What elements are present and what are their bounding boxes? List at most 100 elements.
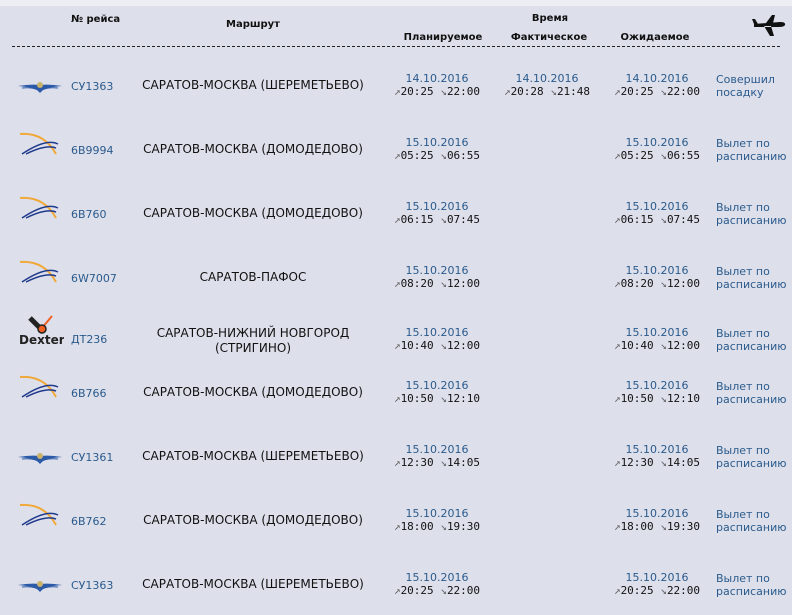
expected-departure: 05:25 (620, 149, 654, 162)
flight-row[interactable]: 6В9994 САРАТОВ-МОСКВА (ДОМОДЕДОВО) 15.10… (0, 120, 792, 180)
airline-logo-swoosh (18, 503, 62, 533)
actual-arrival: 21:48 (556, 85, 591, 98)
arrival-arrow-icon: ↘ (550, 85, 557, 98)
actual-departure: 20:28 (510, 85, 544, 98)
planned-arrival: 06:55 (446, 149, 481, 162)
expected-arrival: 07:45 (666, 213, 701, 226)
flight-number[interactable]: 6W7007 (71, 272, 117, 285)
departure-arrow-icon: ↗ (613, 584, 621, 597)
departure-arrow-icon: ↗ (613, 277, 621, 290)
planned-date: 15.10.2016 (405, 379, 469, 392)
expected-date: 15.10.2016 (625, 136, 689, 149)
departure-arrow-icon: ↗ (393, 149, 401, 162)
departure-arrow-icon: ↗ (393, 277, 401, 290)
expected-departure: 10:50 (620, 392, 654, 405)
arrival-arrow-icon: ↘ (440, 456, 447, 469)
flight-row[interactable]: СУ1363 САРАТОВ-МОСКВА (ШЕРЕМЕТЬЕВО) 14.1… (0, 56, 792, 116)
flight-row[interactable]: Dexter ДТ236 САРАТОВ-НИЖНИЙ НОВГОРОД (СТ… (0, 310, 792, 370)
flight-number[interactable]: 6В762 (71, 515, 107, 528)
route: САРАТОВ-МОСКВА (ШЕРЕМЕТЬЕВО) (142, 449, 364, 463)
flight-number[interactable]: 6В766 (71, 387, 107, 400)
flight-number[interactable]: ДТ236 (71, 333, 108, 346)
planned-arrival: 14:05 (446, 456, 481, 469)
planned-departure: 05:25 (400, 149, 434, 162)
planned-date: 15.10.2016 (405, 571, 469, 584)
planned-departure: 18:00 (400, 520, 434, 533)
expected-time: 15.10.2016 ↗08:20 ↘12:00 (602, 264, 712, 290)
airline-logo-aeroflot (18, 76, 62, 106)
airline-logo-aeroflot (18, 575, 62, 605)
flight-row[interactable]: СУ1363 САРАТОВ-МОСКВА (ШЕРЕМЕТЬЕВО) 15.1… (0, 555, 792, 615)
header-time: Время (531, 13, 569, 24)
flight-status: Вылет по расписанию (716, 508, 787, 534)
departure-arrow-icon: ↗ (393, 392, 401, 405)
flight-number[interactable]: СУ1363 (71, 579, 114, 592)
route: САРАТОВ-МОСКВА (ДОМОДЕДОВО) (143, 513, 363, 527)
departure-arrow-icon: ↗ (613, 339, 621, 352)
flight-row[interactable]: СУ1361 САРАТОВ-МОСКВА (ШЕРЕМЕТЬЕВО) 15.1… (0, 427, 792, 487)
airline-logo-aeroflot (18, 447, 62, 477)
planned-departure: 10:40 (400, 339, 434, 352)
arrival-arrow-icon: ↘ (440, 149, 447, 162)
planned-departure: 06:15 (400, 213, 434, 226)
planned-date: 15.10.2016 (405, 443, 469, 456)
expected-date: 15.10.2016 (625, 264, 689, 277)
flight-number[interactable]: 6В9994 (71, 144, 114, 157)
header-flight-no: № рейса (71, 14, 121, 25)
flight-status: Вылет по расписанию (716, 137, 787, 163)
expected-date: 15.10.2016 (625, 443, 689, 456)
expected-arrival: 14:05 (666, 456, 701, 469)
expected-date: 15.10.2016 (625, 200, 689, 213)
flight-row[interactable]: 6В766 САРАТОВ-МОСКВА (ДОМОДЕДОВО) 15.10.… (0, 363, 792, 423)
flight-row[interactable]: 6В760 САРАТОВ-МОСКВА (ДОМОДЕДОВО) 15.10.… (0, 184, 792, 244)
flight-status: Вылет по расписанию (716, 380, 787, 406)
expected-arrival: 06:55 (666, 149, 701, 162)
planned-time: 15.10.2016 ↗18:00 ↘19:30 (382, 507, 492, 533)
airline-logo-dexter: Dexter (18, 314, 65, 347)
planned-time: 15.10.2016 ↗10:50 ↘12:10 (382, 379, 492, 405)
arrival-arrow-icon: ↘ (440, 213, 447, 226)
expected-arrival: 12:10 (666, 392, 701, 405)
flight-number[interactable]: СУ1363 (71, 80, 114, 93)
arrival-arrow-icon: ↘ (660, 277, 667, 290)
flight-status: Вылет по расписанию (716, 265, 787, 291)
header-actual: Фактическое (510, 32, 588, 43)
flight-number[interactable]: СУ1361 (71, 451, 114, 464)
departure-arrow-icon: ↗ (613, 456, 621, 469)
expected-departure: 10:40 (620, 339, 654, 352)
airline-logo-swoosh (18, 375, 62, 405)
expected-time: 15.10.2016 ↗12:30 ↘14:05 (602, 443, 712, 469)
arrival-arrow-icon: ↘ (440, 339, 447, 352)
expected-departure: 18:00 (620, 520, 654, 533)
arrival-arrow-icon: ↘ (660, 149, 667, 162)
flight-status: Вылет по расписанию (716, 572, 787, 598)
expected-arrival: 12:00 (666, 339, 701, 352)
flight-number[interactable]: 6В760 (71, 208, 107, 221)
expected-arrival: 19:30 (666, 520, 701, 533)
expected-departure: 12:30 (620, 456, 654, 469)
flight-row[interactable]: 6В762 САРАТОВ-МОСКВА (ДОМОДЕДОВО) 15.10.… (0, 491, 792, 551)
route: САРАТОВ-МОСКВА (ДОМОДЕДОВО) (143, 142, 363, 156)
planned-date: 15.10.2016 (405, 326, 469, 339)
expected-date: 15.10.2016 (625, 571, 689, 584)
planned-departure: 12:30 (400, 456, 434, 469)
planned-date: 14.10.2016 (405, 72, 469, 85)
planned-time: 15.10.2016 ↗05:25 ↘06:55 (382, 136, 492, 162)
departure-arrow-icon: ↗ (503, 85, 511, 98)
planned-arrival: 12:10 (446, 392, 481, 405)
planned-time: 15.10.2016 ↗10:40 ↘12:00 (382, 326, 492, 352)
arrival-arrow-icon: ↘ (660, 392, 667, 405)
actual-time: 14.10.2016 ↗20:28 ↘21:48 (492, 72, 602, 98)
planned-time: 15.10.2016 ↗06:15 ↘07:45 (382, 200, 492, 226)
arrival-arrow-icon: ↘ (440, 584, 447, 597)
flight-row[interactable]: 6W7007 САРАТОВ-ПАФОС 15.10.2016 ↗08:20 ↘… (0, 248, 792, 308)
planned-departure: 20:25 (400, 584, 434, 597)
planned-arrival: 07:45 (446, 213, 481, 226)
route: САРАТОВ-МОСКВА (ДОМОДЕДОВО) (143, 206, 363, 220)
expected-departure: 06:15 (620, 213, 654, 226)
airline-logo-swoosh (18, 132, 62, 162)
planned-time: 14.10.2016 ↗20:25 ↘22:00 (382, 72, 492, 98)
svg-text:Dexter: Dexter (19, 333, 64, 346)
airline-logo-swoosh (18, 196, 62, 226)
route: САРАТОВ-МОСКВА (ШЕРЕМЕТЬЕВО) (142, 78, 364, 92)
